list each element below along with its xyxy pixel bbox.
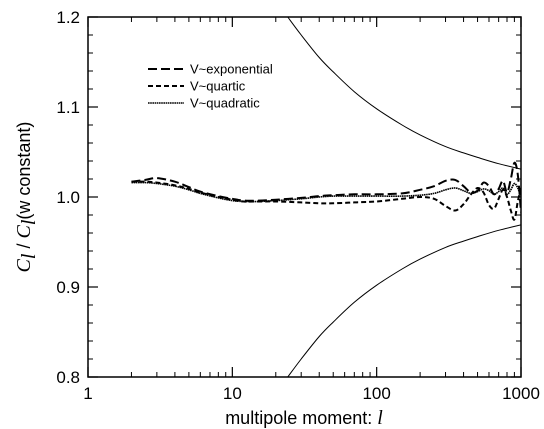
y-tick-label: 1.0	[56, 188, 80, 207]
x-tick-label: 100	[362, 384, 390, 403]
series-line-v-quartic	[131, 180, 521, 221]
y-tick-label: 0.8	[56, 368, 80, 387]
series-line-upper-cosmic-variance-bound	[287, 17, 521, 170]
y-tick-label: 0.9	[56, 278, 80, 297]
series-line-v-exponential	[131, 161, 521, 213]
x-tick-label: 1000	[502, 384, 540, 403]
y-axis-title: Cl / Cl(w constant)	[13, 122, 40, 273]
y-tick-label: 1.2	[56, 8, 80, 27]
legend: V~exponential V~quartic V~quadratic	[148, 62, 273, 111]
series-layer	[131, 17, 521, 377]
x-tick-label: 1	[83, 384, 92, 403]
y-tick-label: 1.1	[56, 98, 80, 117]
axis-ticks: 1 10 100 1000 0.8 0.9 1.0 1.1 1.2	[56, 8, 540, 403]
legend-label: V~exponential	[190, 62, 273, 77]
legend-label: V~quadratic	[190, 96, 260, 111]
series-line-v-quadratic	[131, 181, 521, 203]
x-tick-label: 10	[223, 384, 242, 403]
series-line-lower-cosmic-variance-bound	[287, 224, 521, 377]
x-axis-title: multipole moment: l	[225, 407, 383, 429]
legend-label: V~quartic	[190, 79, 246, 94]
